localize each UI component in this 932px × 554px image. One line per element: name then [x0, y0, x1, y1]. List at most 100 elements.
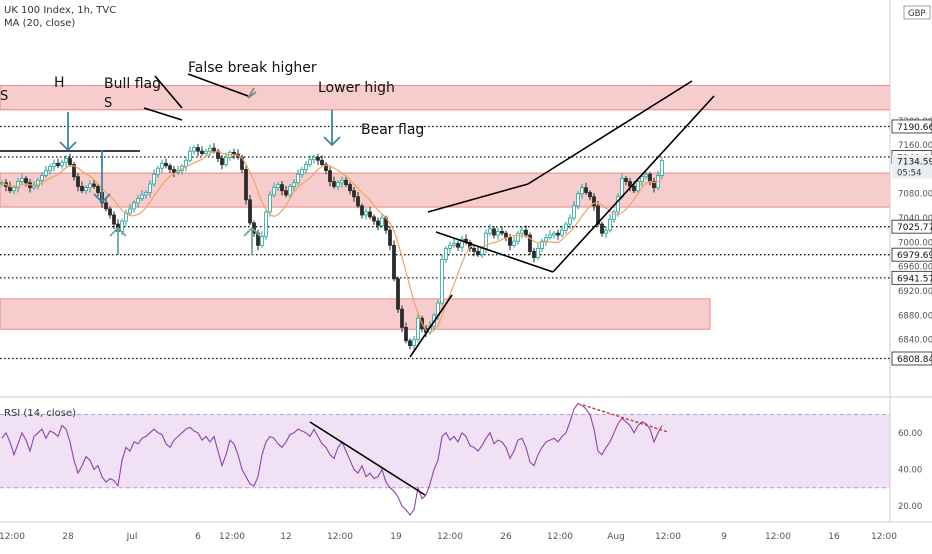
candle-body	[328, 170, 332, 182]
price-tick-label: 7160.00	[898, 141, 932, 151]
candle-body	[532, 251, 536, 258]
annotation-label: False break higher	[188, 60, 317, 76]
time-tick-label: 6	[195, 532, 201, 542]
candle-body	[292, 182, 296, 187]
rsi-legend: RSI (14, close)	[4, 408, 77, 419]
candle-body	[340, 179, 344, 184]
candle-body	[284, 190, 288, 196]
time-tick-label: 12:00	[437, 532, 463, 542]
candle-body	[364, 211, 368, 216]
candle-body	[508, 237, 512, 246]
candle-body	[148, 183, 152, 193]
candle-body	[372, 216, 376, 222]
candle-body	[536, 248, 540, 258]
candle-body	[136, 198, 140, 204]
trend-line	[527, 80, 693, 185]
ma-line	[1, 150, 663, 333]
level-tag-label: 7025.77	[897, 223, 932, 233]
candle-body	[468, 241, 472, 249]
small-arrow	[247, 87, 257, 99]
candle-body	[44, 170, 48, 176]
candle-body	[488, 228, 492, 234]
supply-demand-zone	[0, 298, 711, 330]
candle-body	[544, 237, 548, 242]
candle-body	[88, 183, 92, 189]
candle-body	[496, 230, 500, 236]
candle-body	[608, 218, 612, 231]
candle-body	[140, 194, 144, 199]
rsi-layer	[0, 402, 890, 517]
annotation-label: S	[104, 96, 112, 111]
candle-body	[172, 169, 176, 173]
candle-body	[244, 169, 248, 201]
annotation-label: S	[0, 89, 8, 104]
candle-body	[520, 229, 524, 234]
candle-body	[356, 196, 360, 207]
candle-body	[584, 187, 588, 193]
last-price-label: 7134.59	[897, 158, 932, 168]
candle-body	[308, 159, 312, 165]
candle-body	[40, 175, 44, 181]
candle-body	[160, 162, 164, 169]
candle-body	[196, 147, 200, 152]
candle-body	[48, 165, 52, 172]
arrow-head	[93, 193, 111, 204]
candle-body	[296, 173, 300, 184]
candle-body	[248, 199, 252, 224]
candle-body	[352, 190, 356, 198]
candle-body	[360, 205, 364, 216]
candle-body	[528, 234, 532, 252]
trend-line	[435, 231, 554, 273]
currency-label: GBP	[908, 9, 926, 19]
candle-body	[492, 228, 496, 236]
candle-body	[628, 181, 632, 187]
candle-body	[472, 248, 476, 252]
price-tick-label: 7080.00	[898, 190, 932, 200]
time-tick-label: Jul	[126, 532, 138, 542]
candle-body	[476, 251, 480, 255]
candle-body	[404, 327, 408, 342]
trend-line	[427, 183, 529, 213]
zones-layer	[0, 85, 891, 330]
candle-body	[556, 232, 560, 236]
time-tick-label: 26	[500, 532, 512, 542]
candle-body	[448, 244, 452, 249]
candle-body	[460, 238, 464, 248]
candle-body	[312, 156, 316, 161]
candle-body	[640, 176, 644, 182]
candle-body	[552, 232, 556, 236]
time-tick-label: Aug	[607, 532, 625, 542]
candle-body	[280, 184, 284, 192]
candle-body	[204, 150, 208, 155]
drawings-layer	[0, 73, 715, 358]
candle-body	[200, 150, 204, 155]
rsi-trend-line	[309, 421, 426, 496]
candle-body	[636, 181, 640, 192]
candle-body	[212, 147, 216, 152]
rsi-tick-label: 40.00	[898, 465, 922, 475]
candle-body	[188, 150, 192, 161]
chart-legend: UK 100 Index, 1h, TVC MA (20, close)	[4, 4, 116, 30]
time-tick-label: 12	[280, 532, 291, 542]
time-tick-label: 12:00	[871, 532, 897, 542]
axes-layer: 6840.006880.006920.006960.007000.007040.…	[0, 0, 932, 542]
level-tag-box	[891, 247, 932, 262]
level-tag-label: 6979.69	[897, 251, 932, 261]
candle-body	[68, 158, 72, 165]
candle-body	[416, 317, 420, 340]
candle-body	[24, 178, 28, 184]
candle-body	[332, 181, 336, 187]
candle-body	[588, 192, 592, 198]
price-tick-label: 6840.00	[898, 336, 932, 346]
candle-body	[60, 161, 64, 167]
candle-body	[76, 176, 80, 187]
candle-body	[660, 160, 664, 176]
rsi-line	[1, 402, 663, 517]
candle-body	[220, 158, 224, 165]
candle-body	[316, 156, 320, 161]
currency-box	[903, 5, 931, 20]
candle-body	[504, 232, 508, 238]
annotation-label: Bear flag	[361, 122, 424, 138]
